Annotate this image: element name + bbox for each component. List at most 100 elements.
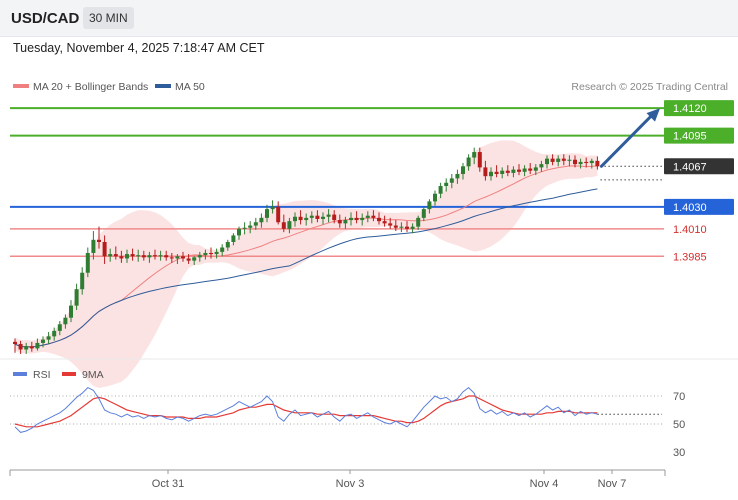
candle-body xyxy=(371,215,376,218)
candle-body xyxy=(18,344,23,350)
candle-body xyxy=(494,171,499,174)
pivot-label-3: 1.4030 xyxy=(673,202,707,214)
candle-body xyxy=(248,225,253,228)
candle-body xyxy=(63,317,68,325)
ma50-line xyxy=(14,188,598,348)
projection-arrow-shaft xyxy=(599,112,655,168)
candle-body xyxy=(181,256,185,259)
candle-body xyxy=(85,252,90,273)
candle-body xyxy=(225,242,230,248)
candle-body xyxy=(192,257,197,261)
candle-body xyxy=(410,226,415,229)
candle-body xyxy=(533,167,538,171)
candle-body xyxy=(315,215,320,219)
candle-body xyxy=(52,330,57,337)
x-label-0: Oct 31 xyxy=(152,478,184,490)
candle-body xyxy=(360,217,365,221)
candle-body xyxy=(433,193,437,202)
credit-text: Research © 2025 Trading Central xyxy=(571,81,728,93)
candle-body xyxy=(349,217,353,221)
pivot-label-box-3 xyxy=(664,198,734,215)
candle-body xyxy=(147,255,152,258)
candle-body xyxy=(321,216,325,219)
candle-body xyxy=(589,160,594,164)
candle-body xyxy=(69,305,73,318)
price-levels xyxy=(10,107,664,258)
candle-body xyxy=(472,152,477,158)
candle-body xyxy=(119,256,124,259)
candle-body xyxy=(24,346,29,350)
ma50-legend-swatch xyxy=(155,84,171,88)
candle-body xyxy=(517,169,521,172)
current-label-box-2 xyxy=(664,158,734,175)
candle-body xyxy=(214,251,219,255)
candle-body xyxy=(74,289,79,306)
candle-body xyxy=(522,168,527,172)
projection xyxy=(599,108,660,168)
resistance-label-box-1 xyxy=(664,127,734,144)
candle-body xyxy=(197,255,202,258)
candle-body xyxy=(287,221,292,229)
timeframe-badge[interactable]: 30 MIN xyxy=(83,7,134,29)
candle-body xyxy=(561,158,566,161)
rsi-legend-swatch xyxy=(13,372,27,376)
candle-body xyxy=(461,166,465,174)
candle-body xyxy=(500,170,505,174)
rsi-ma-legend-label: 9MA xyxy=(82,369,104,381)
candle-body xyxy=(455,173,460,179)
bollinger-band-area xyxy=(15,140,598,388)
candle-body xyxy=(265,209,269,218)
candle-body xyxy=(141,255,146,258)
candle-body xyxy=(136,255,141,257)
candle-body xyxy=(231,235,236,243)
candle-body xyxy=(505,170,510,173)
candle-body xyxy=(511,169,516,173)
candle-body xyxy=(270,206,275,210)
candle-body xyxy=(416,217,421,227)
candle-body xyxy=(220,247,225,252)
candle-body xyxy=(169,257,174,259)
candle-body xyxy=(186,258,191,261)
candle-body xyxy=(477,152,482,168)
rsi-tick-70: 70 xyxy=(673,391,685,403)
candle-body xyxy=(528,168,533,171)
candlesticks xyxy=(13,147,600,354)
resistance-label-0: 1.4120 xyxy=(673,103,707,115)
candle-body xyxy=(399,226,404,228)
ma20-legend-swatch xyxy=(13,84,29,88)
rsi-ma-legend-swatch xyxy=(62,372,76,376)
current-label-2: 1.4067 xyxy=(673,161,707,173)
candle-body xyxy=(393,225,398,228)
candle-body xyxy=(125,254,129,259)
rsi-tick-30: 30 xyxy=(673,447,685,459)
candle-body xyxy=(158,255,163,257)
rsi-line xyxy=(14,386,598,433)
x-label-1: Nov 3 xyxy=(336,478,365,490)
x-axis-labels: Oct 31 Nov 3 Nov 4 Nov 7 xyxy=(152,470,627,490)
candle-body xyxy=(304,217,309,221)
candle-body xyxy=(573,159,577,165)
ma20-legend-label: MA 20 + Bollinger Bands xyxy=(33,81,148,93)
candle-body xyxy=(578,161,583,165)
candle-body xyxy=(377,217,381,222)
candle-body xyxy=(343,220,348,224)
candle-body xyxy=(242,227,247,229)
support-label-4: 1.4010 xyxy=(673,224,707,236)
candle-body xyxy=(556,158,561,162)
rsi-panel: 30 50 70 xyxy=(10,386,685,459)
candle-body xyxy=(153,255,157,257)
candle-body xyxy=(102,242,107,257)
candle-body xyxy=(421,209,426,218)
candle-body xyxy=(382,221,387,224)
candle-body xyxy=(545,158,549,165)
bollinger-bands xyxy=(15,140,598,388)
moving-averages xyxy=(14,165,598,348)
candle-body xyxy=(567,159,572,161)
x-label-3: Nov 7 xyxy=(598,478,627,490)
candle-body xyxy=(259,217,264,223)
candle-body xyxy=(466,157,471,167)
candle-body xyxy=(113,254,118,257)
rsi-legend-label: RSI xyxy=(33,369,51,381)
chart-header: USD/CAD 30 MIN xyxy=(0,0,738,37)
